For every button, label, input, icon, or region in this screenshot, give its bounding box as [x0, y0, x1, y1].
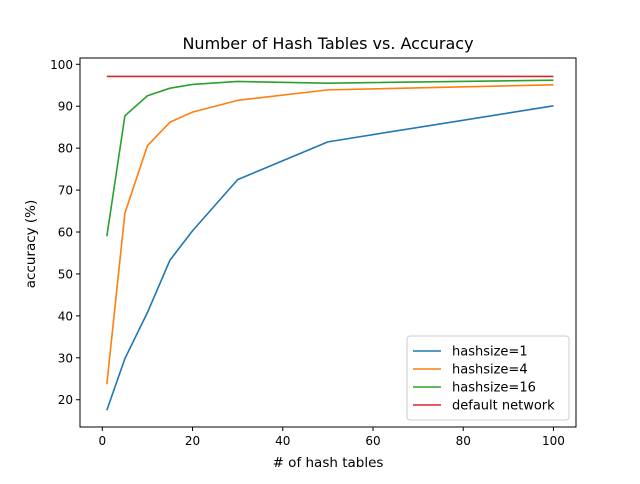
y-tick-label: 80 [58, 142, 73, 156]
x-tick-label: 80 [456, 434, 471, 448]
x-tick-label: 0 [99, 434, 107, 448]
x-tick-label: 60 [365, 434, 380, 448]
legend-label: default network [452, 399, 555, 414]
y-tick-label: 40 [58, 309, 73, 323]
chart-title: Number of Hash Tables vs. Accuracy [182, 34, 473, 53]
legend-label: hashsize=1 [452, 345, 528, 360]
x-tick-label: 40 [275, 434, 290, 448]
x-axis-label: # of hash tables [273, 455, 384, 471]
plot-frame [79, 57, 577, 428]
x-tick-label: 100 [542, 434, 565, 448]
y-tick-label: 100 [50, 58, 73, 72]
series-line-hashsize-16 [106, 79, 554, 237]
y-tick-label: 30 [58, 351, 73, 365]
y-tick-label: 20 [58, 393, 73, 407]
y-tick-label: 50 [58, 267, 73, 281]
plot-area: 0 20 40 60 80 100 20 30 40 50 60 70 80 90 100 hashsize=… [50, 57, 577, 448]
legend-label: hashsize=4 [452, 363, 528, 378]
x-tick-label: 20 [185, 434, 200, 448]
legend-label: hashsize=16 [452, 381, 536, 396]
y-tick-label: 70 [58, 184, 73, 198]
series-line-hashsize-4 [106, 84, 554, 385]
series-line-hashsize-1 [106, 105, 554, 411]
y-tick-label: 60 [58, 226, 73, 240]
y-tick-label: 90 [58, 100, 73, 114]
y-axis-label: accuracy (%) [23, 200, 39, 289]
legend-box [406, 335, 570, 421]
